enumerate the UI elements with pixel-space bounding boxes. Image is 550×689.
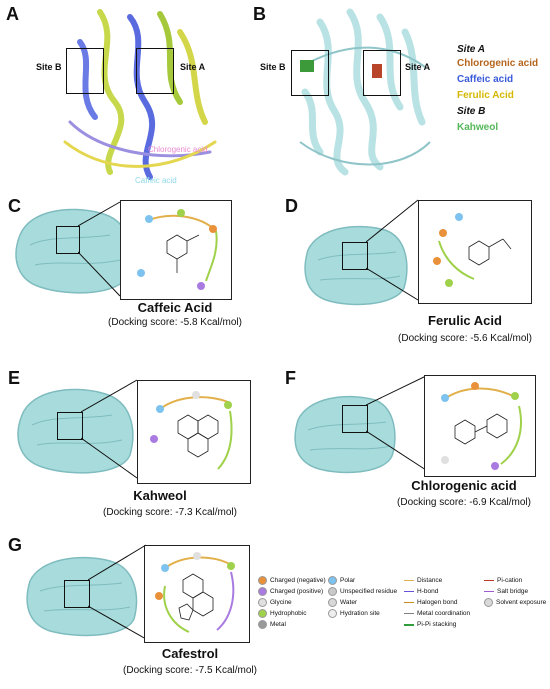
- site-b-label-a: Site B: [36, 62, 62, 72]
- metal-coordination-line-swatch: [404, 613, 414, 614]
- pi-pi-stacking-line-swatch: [404, 623, 414, 626]
- panel-g-score: (Docking score: -7.5 Kcal/mol): [123, 665, 257, 676]
- key-hydration-site: Hydration site: [340, 610, 380, 617]
- legend-col-ionic: Pi-cation Salt bridge Solvent exposure: [484, 575, 548, 639]
- zoom-lines-d: [366, 199, 419, 301]
- panel-b-label: B: [253, 4, 266, 24]
- binding-site-box-c: [56, 226, 80, 254]
- panel-a-label: A: [6, 4, 19, 24]
- key-glycine: Glycine: [270, 599, 292, 606]
- overlay-text-caffeic: Caffeic acid: [135, 176, 177, 185]
- panel-f-score: (Docking score: -6.9 Kcal/mol): [397, 497, 531, 508]
- ligand-interaction-diagram-c: [120, 200, 232, 300]
- panel-g-protein-surface: [26, 556, 138, 637]
- panel-e-protein-surface: [17, 388, 134, 474]
- panel-e-score: (Docking score: -7.3 Kcal/mol): [103, 507, 237, 518]
- legend-col-residues: Charged (negative) Charged (positive) Gl…: [258, 575, 328, 639]
- panel-a-superposed-ribbons: [63, 9, 217, 180]
- key-charged-positive: Charged (positive): [270, 588, 324, 595]
- site-a-label-a: Site A: [180, 62, 206, 72]
- site-a-box-a: [136, 48, 174, 94]
- key-polar: Polar: [340, 577, 356, 584]
- ligand-interaction-diagram-f: [424, 375, 536, 477]
- glycine-swatch: [258, 598, 267, 607]
- panel-b-protein-ribbon: [299, 8, 431, 176]
- ligand-interaction-diagram-e: [137, 380, 251, 484]
- panel-f-label: F: [285, 368, 296, 388]
- panel-d-protein-surface: [304, 225, 408, 306]
- overlay-text-chlorogenic: Chlorogenic acid: [148, 145, 208, 154]
- legend-site-a: Site A: [457, 44, 485, 55]
- key-salt-bridge: Salt bridge: [497, 588, 529, 595]
- binding-site-box-d: [342, 242, 368, 270]
- panel-c-score: (Docking score: -5.8 Kcal/mol): [108, 317, 242, 328]
- key-distance: Distance: [417, 577, 443, 584]
- zoom-lines-c: [78, 201, 121, 297]
- charged-positive-swatch: [258, 587, 267, 596]
- legend-chlorogenic: Chlorogenic acid: [457, 58, 539, 69]
- interaction-legend: Charged (negative) Charged (positive) Gl…: [258, 575, 548, 639]
- panel-f-title: Chlorogenic acid: [411, 478, 517, 493]
- pi-cation-arrow-icon: [484, 580, 494, 581]
- ligand-interaction-diagram-d: [418, 200, 532, 304]
- salt-bridge-line-swatch: [484, 591, 494, 592]
- key-hydrophobic: Hydrophobic: [270, 610, 307, 617]
- solvent-exposure-swatch: [484, 598, 493, 607]
- binding-site-box-g: [64, 580, 90, 608]
- key-water: Water: [340, 599, 358, 606]
- zoom-lines-f: [366, 375, 427, 471]
- ligand-interaction-diagram-g: [144, 545, 250, 643]
- panel-c-title: Caffeic Acid: [137, 300, 213, 315]
- key-pi-pi-stacking: Pi-Pi stacking: [417, 621, 457, 628]
- charged-negative-swatch: [258, 576, 267, 585]
- legend-kahweol: Kahweol: [457, 122, 499, 133]
- zoom-lines-e: [81, 379, 138, 479]
- panel-c-label: C: [8, 196, 21, 216]
- legend-caffeic: Caffeic acid: [457, 74, 514, 85]
- key-solvent-exposure: Solvent exposure: [496, 599, 547, 606]
- panel-g-label: G: [8, 535, 23, 555]
- legend-ferulic: Ferulic Acid: [457, 90, 514, 101]
- site-b-box-b: [291, 50, 329, 96]
- key-halogen-bond: Halogen bond: [417, 599, 458, 606]
- polar-swatch: [328, 576, 337, 585]
- key-h-bond: H-bond: [417, 588, 439, 595]
- hydration-site-swatch: [328, 609, 337, 618]
- halogen-bond-arrow-icon: [404, 602, 414, 603]
- site-b-label-b: Site B: [260, 62, 286, 72]
- water-swatch: [328, 598, 337, 607]
- legend-col-interactions: Distance H-bond Halogen bond Metal coord…: [404, 575, 484, 639]
- metal-swatch: [258, 620, 267, 629]
- panel-d-label: D: [285, 196, 298, 216]
- key-pi-cation: Pi-cation: [497, 577, 523, 584]
- site-a-box-b: [363, 50, 401, 96]
- h-bond-arrow-icon: [404, 591, 414, 592]
- key-metal: Metal: [270, 621, 286, 628]
- ligand-legend: Site A Chlorogenic acid Caffeic acid Fer…: [457, 44, 549, 133]
- distance-line-swatch: [404, 580, 414, 581]
- key-unspecified-residue: Unspecified residue: [340, 588, 398, 595]
- panel-d-title: Ferulic Acid: [428, 313, 502, 328]
- panel-e-title: Kahweol: [133, 488, 187, 503]
- panel-f-protein-surface: [294, 395, 396, 474]
- site-b-box-a: [66, 48, 104, 94]
- hydrophobic-swatch: [258, 609, 267, 618]
- key-charged-negative: Charged (negative): [270, 577, 326, 584]
- binding-site-box-f: [342, 405, 368, 433]
- key-metal-coordination: Metal coordination: [417, 610, 471, 617]
- panel-g-title: Cafestrol: [161, 646, 219, 661]
- zoom-lines-g: [88, 544, 147, 640]
- unspecified-swatch: [328, 587, 337, 596]
- panel-d-score: (Docking score: -5.6 Kcal/mol): [398, 333, 532, 344]
- legend-site-b: Site B: [457, 106, 486, 117]
- legend-col-other-residues: Polar Unspecified residue Water Hydratio…: [328, 575, 404, 639]
- site-a-label-b: Site A: [405, 62, 431, 72]
- binding-site-box-e: [57, 412, 83, 440]
- panel-e-label: E: [8, 368, 21, 388]
